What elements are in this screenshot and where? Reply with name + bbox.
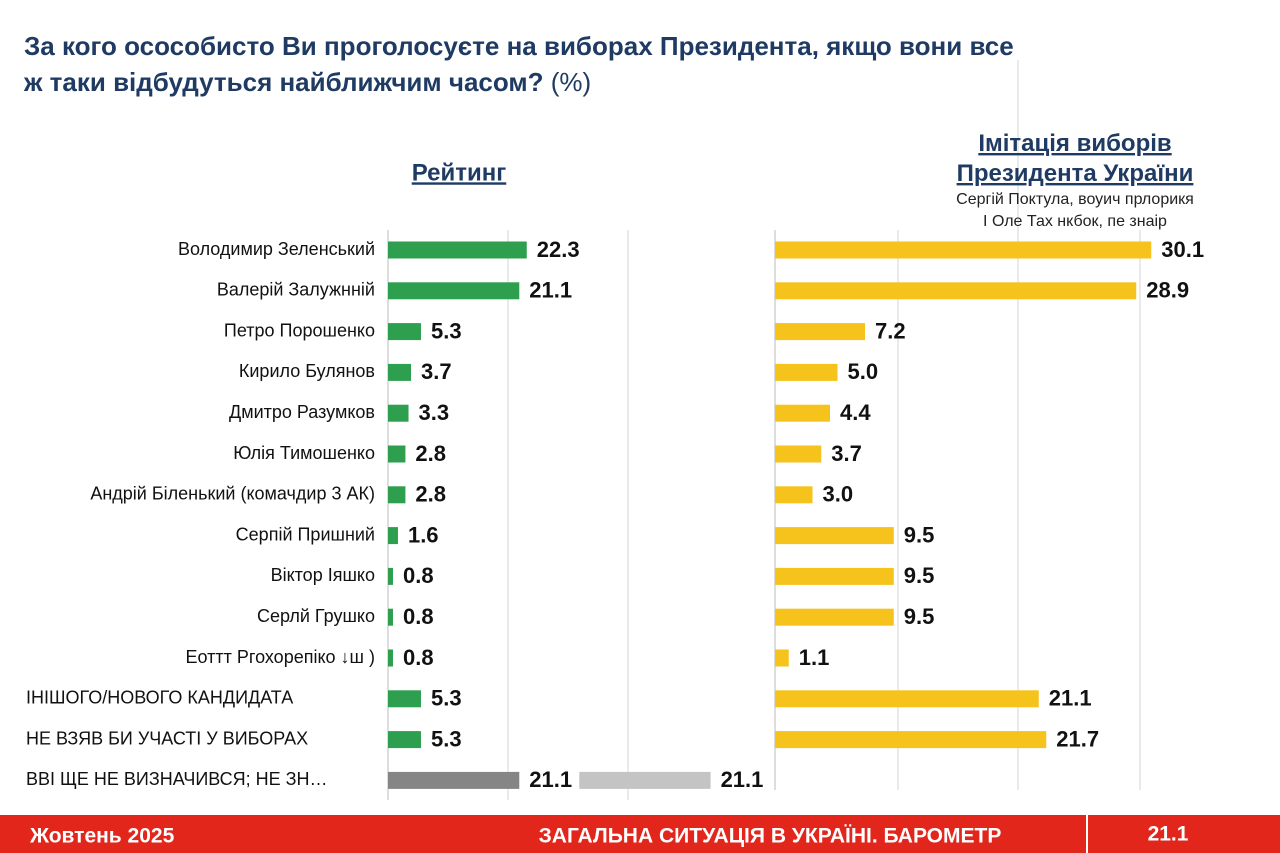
category-label: Серпій Пришний xyxy=(236,524,375,544)
category-label: Серлй Грушко xyxy=(257,606,375,626)
value-label: 21.1 xyxy=(529,278,572,303)
category-label: Дмитро Разумков xyxy=(229,402,375,422)
bar xyxy=(388,649,393,667)
chart-title: Імітація виборів Президента України xyxy=(957,130,1194,187)
value-label: 28.9 xyxy=(1146,278,1189,303)
category-label: ІНІШОГО/НОВОГО КАНДИДАТА xyxy=(26,688,293,708)
value-label: 5.3 xyxy=(431,726,462,751)
value-label: 4.4 xyxy=(840,400,871,425)
chart-subtitle: Сергій Поктула, воуич прлорикя xyxy=(956,191,1194,208)
bar xyxy=(388,282,520,300)
value-label: 9.5 xyxy=(904,604,935,629)
footer-section: ЗАГАЛЬНА СИТУАЦІЯ В УКРАЇНІ. БАРОМЕТР xyxy=(539,825,1002,848)
value-label: 3.7 xyxy=(831,441,862,466)
value-label: 21.7 xyxy=(1056,726,1099,751)
title-unit: (%) xyxy=(551,67,591,97)
bar xyxy=(388,363,412,381)
value-label: 9.5 xyxy=(904,522,935,547)
bar xyxy=(775,649,789,667)
bar xyxy=(775,363,838,381)
value-label: 0.8 xyxy=(403,563,434,588)
value-label: 0.8 xyxy=(403,645,434,670)
grid xyxy=(507,60,1141,800)
value-label: 1.1 xyxy=(799,645,830,670)
bar xyxy=(775,608,894,626)
bar xyxy=(388,527,398,545)
value-label: 21.1 xyxy=(1049,686,1092,711)
value-label: 3.0 xyxy=(823,482,854,507)
chart-title: Рейтинг xyxy=(412,159,507,186)
bar xyxy=(388,771,520,789)
value-label: 0.8 xyxy=(403,604,434,629)
category-label: НЕ ВЗЯВ БИ УЧАСТІ У ВИБОРАХ xyxy=(26,728,308,748)
title: За кого ососoбисто Ви проголосуєте на ви… xyxy=(23,31,1014,97)
bar xyxy=(388,690,421,708)
title-line: ж таки відбудуться найближчим часом? xyxy=(23,67,551,97)
value-label: 3.3 xyxy=(419,400,450,425)
value-label: 9.5 xyxy=(904,563,935,588)
value-label: 21.1 xyxy=(721,767,764,792)
value-label: 22.3 xyxy=(537,237,580,262)
value-label: 1.6 xyxy=(408,522,439,547)
bar xyxy=(388,608,393,626)
bar xyxy=(775,282,1137,300)
bar xyxy=(775,690,1039,708)
category-label: Кирило Булянов xyxy=(239,361,375,381)
bar xyxy=(579,771,711,789)
value-label: 2.8 xyxy=(415,441,446,466)
category-label: ВВІ ЩЕ НЕ ВИЗНАЧИВСЯ; НЕ ЗН… xyxy=(26,769,328,789)
value-label: 3.7 xyxy=(421,359,452,384)
footer-page: 21.1 xyxy=(1148,823,1189,846)
chart-title-line: Президента України xyxy=(957,160,1194,187)
bar xyxy=(388,404,409,422)
bar xyxy=(388,486,406,504)
bar xyxy=(775,486,813,504)
bar xyxy=(775,731,1047,749)
bar xyxy=(775,404,830,422)
bar xyxy=(388,731,421,749)
footer-date: Жовтень 2025 xyxy=(29,825,175,848)
category-label: Петро Порошенко xyxy=(224,320,375,340)
title-line: За кого ососoбисто Ви проголосуєте на ви… xyxy=(24,31,1014,61)
category-label: Еоттт Ргохорепіко ↓ш ) xyxy=(186,647,375,667)
value-label: 5.3 xyxy=(431,686,462,711)
value-label: 21.1 xyxy=(529,767,572,792)
category-label: Володимир Зеленський xyxy=(178,239,375,259)
category-label: Андрій Біленький (комачдир 3 АК) xyxy=(90,484,375,504)
category-label: Віктор Іяшко xyxy=(271,565,375,585)
bar xyxy=(775,445,822,463)
chart-subtitle: І Оле Тах нкбок, пе знаір xyxy=(983,213,1167,230)
bar xyxy=(775,527,894,545)
category-label: Юлія Тимошенко xyxy=(233,443,375,463)
value-label: 30.1 xyxy=(1161,237,1204,262)
bar xyxy=(388,567,393,585)
bar xyxy=(775,241,1152,259)
bar xyxy=(388,323,421,341)
value-label: 2.8 xyxy=(415,482,446,507)
value-label: 7.2 xyxy=(875,318,906,343)
category-label: Валерій Залужнній xyxy=(217,280,375,300)
chart-title-line: Імітація виборів xyxy=(978,130,1171,157)
value-label: 5.3 xyxy=(431,318,462,343)
bar xyxy=(388,241,527,259)
bar xyxy=(775,567,894,585)
bar xyxy=(775,323,865,341)
bar xyxy=(388,445,406,463)
footer-bar xyxy=(0,815,1280,853)
value-label: 5.0 xyxy=(848,359,879,384)
